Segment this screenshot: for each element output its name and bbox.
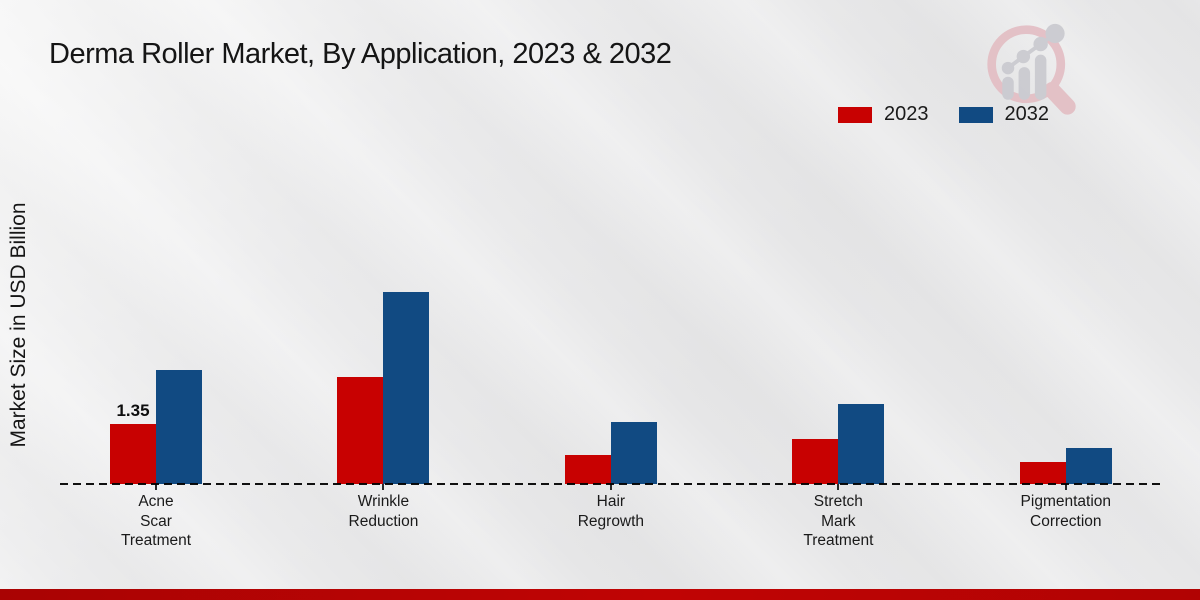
legend: 2023 2032	[838, 103, 1049, 126]
bar-2032-category-4	[1065, 448, 1112, 484]
legend-item-2023: 2023	[838, 103, 929, 126]
legend-item-2032: 2032	[958, 103, 1050, 126]
bar-2032-category-1	[383, 292, 430, 484]
bar-2023-category-3	[792, 439, 839, 484]
page-title: Derma Roller Market, By Application, 202…	[49, 38, 672, 70]
category-label-4: Pigmentation Correction	[1020, 493, 1112, 530]
bar-2032-category-0	[156, 370, 202, 484]
legend-swatch-2023	[838, 106, 872, 123]
legend-swatch-2032	[958, 106, 993, 123]
legend-label-2032: 2032	[1004, 103, 1050, 125]
x-axis-tick	[155, 484, 157, 490]
bar-2023-category-2	[564, 455, 611, 484]
category-label-0: Acne Scar Treatment	[120, 493, 192, 549]
legend-label-2023: 2023	[884, 103, 929, 125]
x-axis-tick	[1064, 484, 1067, 490]
magnifier-growth-logo-icon	[987, 23, 1076, 115]
bar-2023-category-4	[1019, 462, 1066, 484]
x-axis-tick	[837, 484, 840, 490]
bar-2032-category-3	[838, 404, 885, 484]
footer-red-strip	[0, 589, 1200, 600]
x-axis-tick	[382, 484, 385, 490]
category-label-3: Stretch Mark Treatment	[803, 493, 874, 549]
bar-2023-category-1	[337, 377, 384, 484]
bar-value-label: 1.35	[116, 400, 150, 420]
bar-2023-category-0	[110, 424, 156, 484]
y-axis-label: Market Size in USD Billion	[7, 202, 30, 448]
x-axis-baseline	[60, 483, 1160, 485]
x-axis-tick	[609, 484, 612, 490]
bar-2032-category-2	[610, 422, 657, 484]
category-label-1: Wrinkle Reduction	[348, 493, 419, 530]
category-label-2: Hair Regrowth	[577, 493, 645, 530]
